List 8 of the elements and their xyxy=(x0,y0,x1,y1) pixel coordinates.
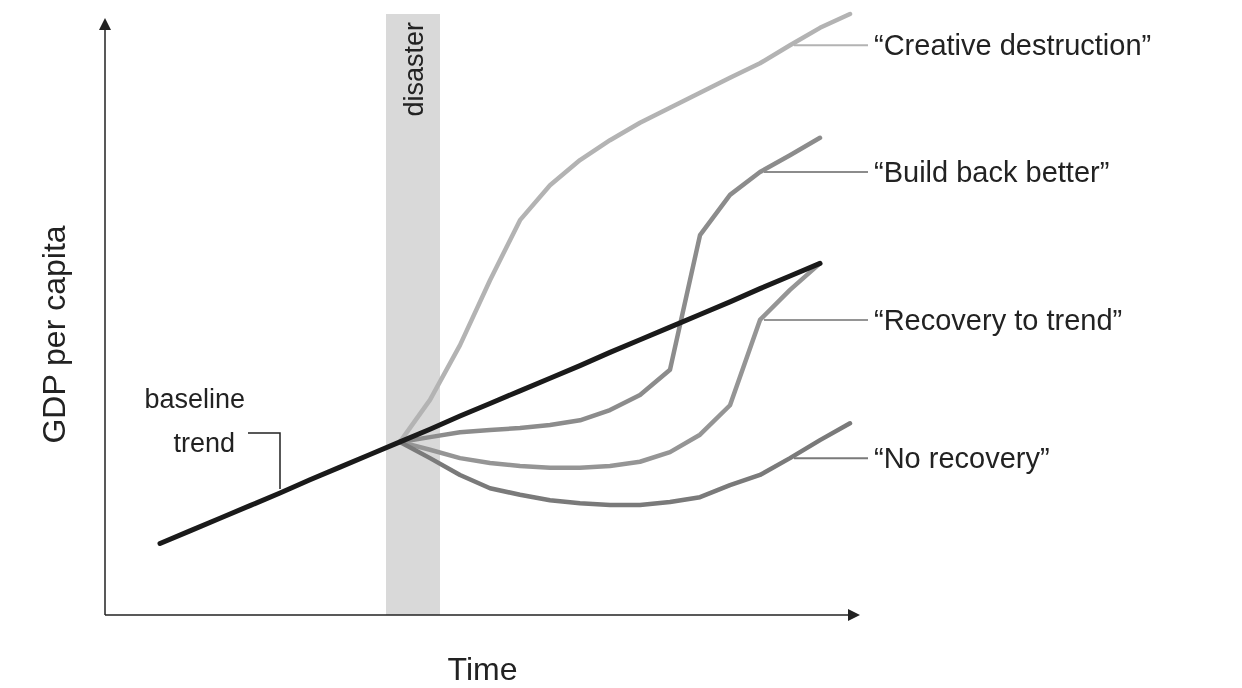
legend-label: “Build back better” xyxy=(874,156,1110,189)
series-label: baseline trend xyxy=(144,384,245,458)
y-axis-title: GDP per capita xyxy=(36,225,72,444)
legend-label: “No recovery” xyxy=(874,442,1050,475)
legend-label: “Recovery to trend” xyxy=(874,303,1123,336)
x-axis-title: Time xyxy=(447,651,518,687)
annotation: disaster xyxy=(399,22,429,117)
legend-label: “Creative destruction” xyxy=(874,29,1152,62)
